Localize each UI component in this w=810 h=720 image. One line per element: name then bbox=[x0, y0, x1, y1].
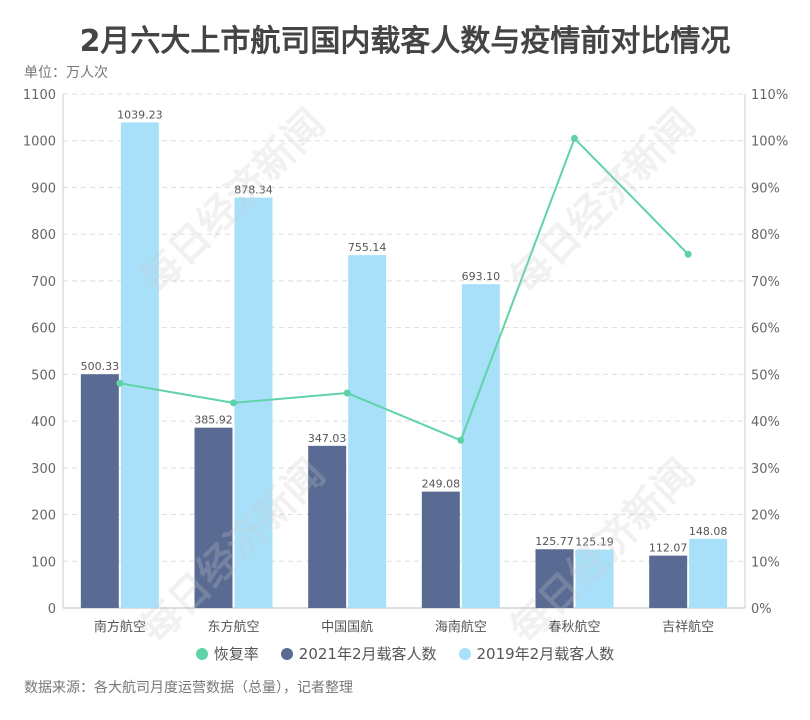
legend-label: 恢复率 bbox=[213, 645, 259, 663]
legend-label: 2019年2月载客人数 bbox=[476, 645, 615, 663]
y-tick-label: 200 bbox=[31, 509, 56, 524]
legend-dot bbox=[280, 647, 293, 660]
bar-2021 bbox=[80, 374, 119, 608]
data-label: 385.92 bbox=[194, 414, 233, 427]
rate-point bbox=[457, 436, 465, 444]
source-note: 数据来源：各大航司月度运营数据（总量），记者整理 bbox=[24, 680, 353, 696]
y-tick-label: 800 bbox=[31, 228, 56, 243]
y2-tick-label: 80% bbox=[751, 228, 780, 243]
data-label: 125.19 bbox=[575, 536, 614, 549]
y2-tick-label: 10% bbox=[751, 555, 780, 570]
x-tick-label: 中国国航 bbox=[321, 619, 373, 635]
y2-tick-label: 20% bbox=[751, 509, 780, 524]
bar-2019 bbox=[689, 538, 728, 608]
bar-2019 bbox=[348, 255, 387, 608]
bar-2021 bbox=[535, 549, 574, 608]
chart-title: 2月六大上市航司国内载客人数与疫情前对比情况 bbox=[79, 24, 731, 59]
y-tick-label: 500 bbox=[31, 368, 56, 383]
data-label: 249.08 bbox=[422, 478, 461, 491]
legend: 恢复率 2021年2月载客人数 2019年2月载客人数 bbox=[0, 643, 810, 664]
x-tick-label: 春秋航空 bbox=[548, 619, 600, 635]
y2-tick-label: 90% bbox=[751, 181, 780, 196]
data-label: 500.33 bbox=[81, 360, 120, 373]
y2-tick-label: 100% bbox=[751, 135, 788, 150]
data-label: 878.34 bbox=[234, 184, 273, 197]
y-tick-label: 1100 bbox=[23, 88, 56, 103]
legend-label: 2021年2月载客人数 bbox=[298, 645, 437, 663]
x-tick-label: 南方航空 bbox=[94, 619, 146, 635]
y2-tick-label: 60% bbox=[751, 322, 780, 337]
bar-2021 bbox=[649, 555, 688, 608]
x-tick-label: 海南航空 bbox=[435, 619, 487, 635]
x-tick-label: 吉祥航空 bbox=[662, 619, 714, 635]
y2-tick-label: 50% bbox=[751, 368, 780, 383]
bar-2019 bbox=[461, 284, 500, 608]
legend-item-2021[interactable]: 2021年2月载客人数 bbox=[280, 643, 437, 664]
y2-tick-label: 70% bbox=[751, 275, 780, 290]
rate-line bbox=[119, 136, 689, 442]
y-tick-label: 1000 bbox=[23, 135, 56, 150]
y-tick-label: 900 bbox=[31, 181, 56, 196]
legend-item-2019[interactable]: 2019年2月载客人数 bbox=[458, 643, 615, 664]
y2-tick-label: 0% bbox=[751, 602, 772, 617]
data-label: 148.08 bbox=[689, 525, 728, 538]
y-tick-label: 600 bbox=[31, 322, 56, 337]
rate-point bbox=[684, 250, 692, 258]
rate-point bbox=[571, 134, 578, 142]
y-tick-label: 100 bbox=[31, 555, 56, 570]
data-label: 347.03 bbox=[308, 432, 347, 445]
data-label: 693.10 bbox=[462, 270, 501, 283]
legend-dot bbox=[195, 647, 208, 660]
bar-2021 bbox=[194, 427, 233, 608]
legend-item-rate[interactable]: 恢复率 bbox=[195, 643, 259, 664]
bar-2021 bbox=[308, 445, 347, 608]
y2-tick-label: 40% bbox=[751, 415, 780, 430]
unit-label: 单位：万人次 bbox=[24, 65, 108, 81]
y-tick-label: 700 bbox=[31, 275, 56, 290]
rate-point bbox=[116, 379, 124, 387]
bar-2019 bbox=[575, 549, 614, 608]
y-tick-label: 0 bbox=[48, 602, 56, 617]
data-label: 755.14 bbox=[348, 241, 387, 254]
data-label: 112.07 bbox=[649, 542, 688, 555]
y2-tick-label: 110% bbox=[751, 88, 788, 103]
x-tick-label: 东方航空 bbox=[207, 619, 259, 635]
rate-point bbox=[230, 399, 237, 407]
rate-point bbox=[343, 389, 351, 397]
data-label: 1039.23 bbox=[117, 108, 163, 121]
data-label: 125.77 bbox=[535, 535, 574, 548]
bar-2021 bbox=[421, 491, 460, 608]
bar-2019 bbox=[120, 122, 159, 608]
legend-dot bbox=[458, 647, 471, 660]
y-tick-label: 400 bbox=[31, 415, 56, 430]
y-tick-label: 300 bbox=[31, 462, 56, 477]
y2-tick-label: 30% bbox=[751, 462, 780, 477]
